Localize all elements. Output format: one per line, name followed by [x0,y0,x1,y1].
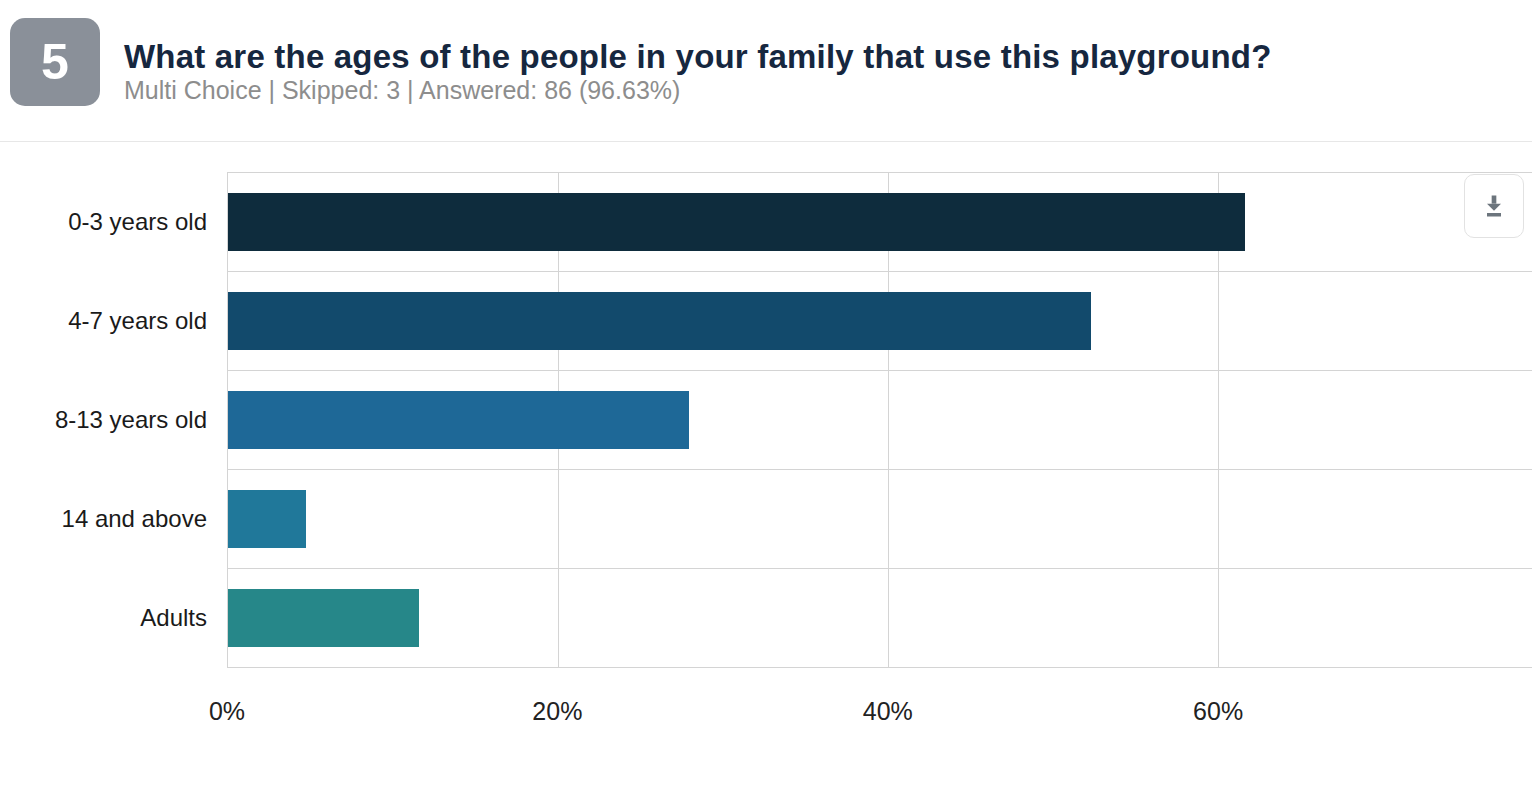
chart-row [228,271,1532,370]
question-title: What are the ages of the people in your … [124,38,1272,76]
chart-row [228,172,1532,271]
bar-0-3-years-old[interactable] [228,193,1245,251]
bar-chart: 0-3 years old4-7 years old8-13 years old… [0,172,1532,668]
category-label: Adults [0,569,207,668]
chart-row [228,568,1532,667]
chart-row [228,469,1532,568]
download-chart-button[interactable] [1464,174,1524,238]
category-label: 8-13 years old [0,370,207,469]
bar-adults[interactable] [228,589,419,647]
download-icon [1480,192,1508,220]
header-divider [0,141,1532,142]
x-tick-label: 40% [863,697,913,726]
category-axis: 0-3 years old4-7 years old8-13 years old… [0,172,227,668]
category-label: 14 and above [0,470,207,569]
question-number-badge: 5 [10,18,100,106]
bar-8-13-years-old[interactable] [228,391,689,449]
category-label: 4-7 years old [0,271,207,370]
question-meta: Multi Choice | Skipped: 3 | Answered: 86… [124,76,680,105]
x-tick-label: 20% [532,697,582,726]
x-tick-label: 0% [209,697,245,726]
bar-14-and-above[interactable] [228,490,306,548]
x-tick-label: 60% [1193,697,1243,726]
category-label: 0-3 years old [0,172,207,271]
x-axis: 0%20%40%60% [227,697,1532,729]
plot-area [227,172,1532,668]
chart-row [228,370,1532,469]
bar-4-7-years-old[interactable] [228,292,1091,350]
